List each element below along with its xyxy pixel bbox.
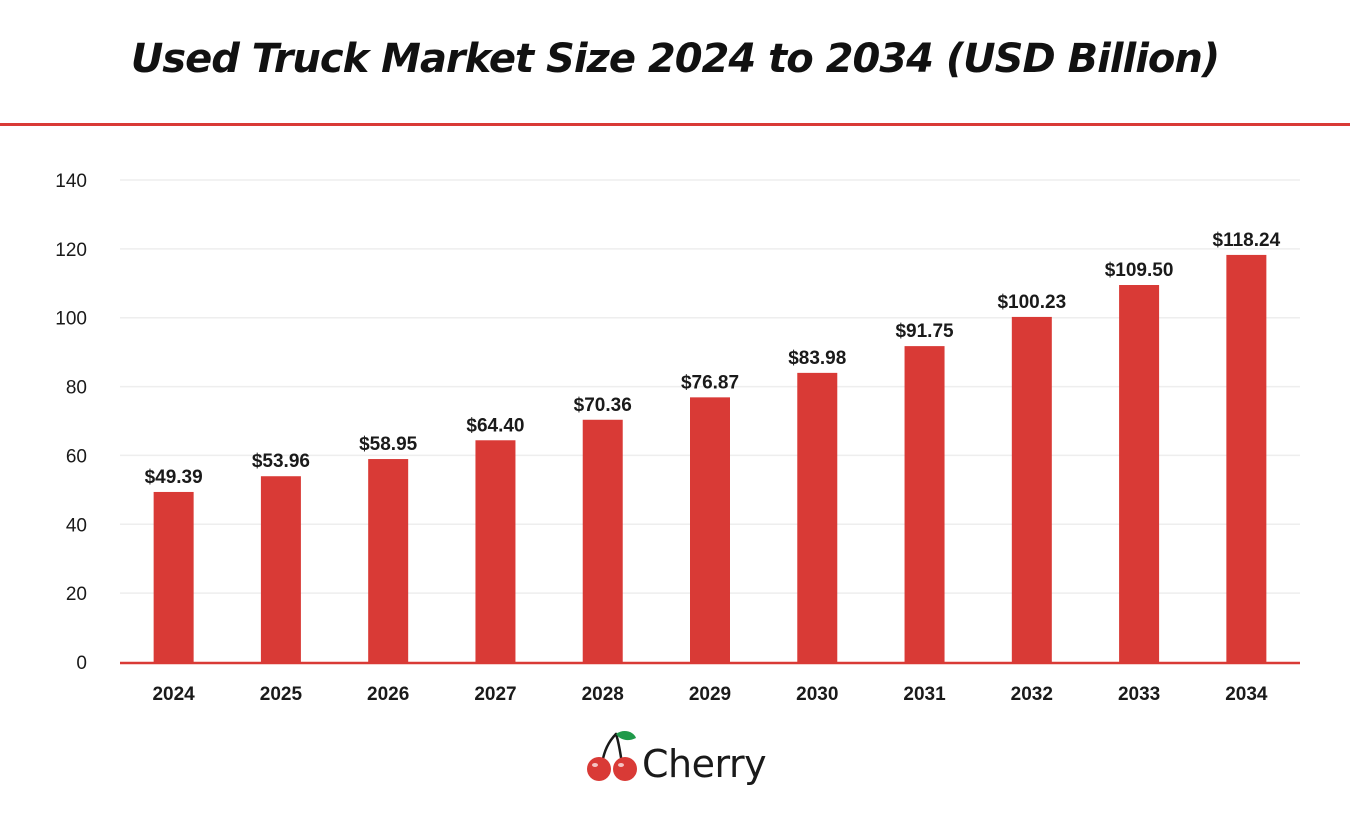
data-label: $76.87	[681, 372, 739, 393]
data-label: $53.96	[252, 451, 310, 472]
x-tick-label: 2027	[474, 684, 516, 705]
bar	[153, 491, 194, 662]
y-tick-label: 40	[66, 515, 87, 536]
y-tick-label: 0	[76, 653, 87, 674]
x-tick-label: 2024	[152, 684, 195, 705]
x-tick-label: 2034	[1225, 684, 1268, 705]
cherry-icon	[587, 731, 637, 781]
y-tick-label: 140	[55, 171, 87, 192]
data-label: $118.24	[1213, 230, 1281, 251]
title-divider	[0, 123, 1350, 126]
bar	[904, 346, 945, 662]
data-label: $91.75	[895, 321, 954, 342]
data-label: $70.36	[574, 395, 632, 416]
bar-chart: 0 20 40 60 80 100 120 140 $49.39 2024 $53.96 2025 $5…	[55, 171, 1300, 705]
data-label: $64.40	[466, 415, 524, 436]
bar	[1226, 254, 1267, 662]
bar	[368, 459, 409, 662]
x-tick-label: 2033	[1118, 684, 1160, 705]
y-tick-label: 80	[66, 378, 87, 399]
y-tick-label: 60	[66, 446, 87, 467]
x-tick-label: 2032	[1011, 684, 1053, 705]
data-label: $83.98	[788, 348, 846, 369]
x-tick-label: 2028	[582, 684, 624, 705]
chart-title: Used Truck Market Size 2024 to 2034 (USD…	[130, 36, 1220, 82]
data-label: $109.50	[1105, 260, 1174, 281]
data-label: $100.23	[997, 292, 1066, 313]
bar	[690, 397, 730, 662]
x-tick-label: 2031	[903, 684, 946, 705]
x-tick-label: 2026	[367, 684, 409, 705]
bar	[1011, 316, 1052, 662]
bar	[475, 440, 516, 662]
data-label: $58.95	[359, 434, 418, 455]
x-tick-label: 2025	[260, 684, 303, 705]
y-tick-label: 20	[66, 584, 87, 605]
brand-name: Cherry	[642, 742, 767, 786]
y-tick-label: 120	[55, 240, 87, 261]
data-label: $49.39	[145, 467, 203, 488]
bar	[582, 419, 623, 662]
bar	[797, 372, 838, 662]
bar	[260, 476, 301, 662]
bar	[1119, 285, 1160, 662]
y-tick-label: 100	[55, 309, 87, 330]
cherry-logo: Cherry	[586, 728, 786, 792]
x-tick-label: 2030	[796, 684, 838, 705]
x-tick-label: 2029	[689, 684, 731, 705]
